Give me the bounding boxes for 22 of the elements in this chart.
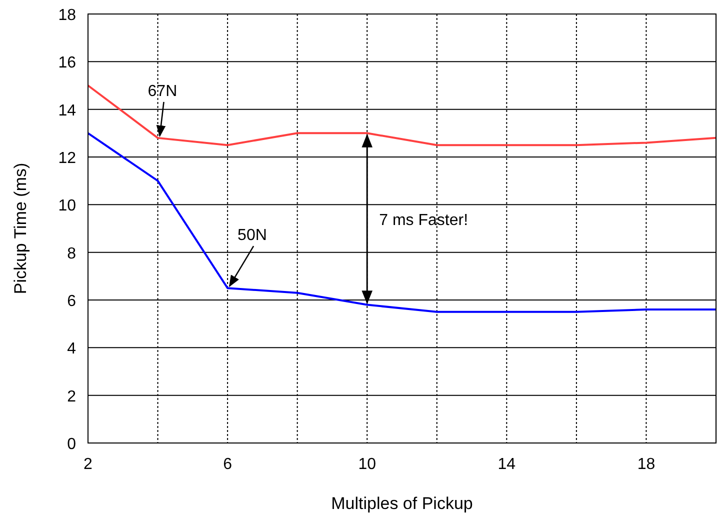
y-tick-label: 0 <box>67 436 76 453</box>
annotation: 67N <box>148 82 178 100</box>
x-tick-label: 14 <box>498 456 516 473</box>
y-tick-label: 8 <box>67 245 76 262</box>
y-tick-label: 6 <box>67 293 76 310</box>
annotation: 50N <box>238 227 267 244</box>
x-tick-label: 10 <box>358 456 376 473</box>
y-tick-label: 18 <box>58 7 76 24</box>
x-tick-label: 2 <box>84 456 93 473</box>
annotation: 7 ms Faster! <box>379 212 468 229</box>
line-series <box>87 84 717 146</box>
y-tick-label: 14 <box>58 102 76 120</box>
y-tick-label: 12 <box>58 150 76 167</box>
x-tick-label: 18 <box>637 456 656 473</box>
y-tick-label: 10 <box>58 198 76 215</box>
y-axis-title: Pickup Time (ms) <box>11 162 30 294</box>
y-tick-label: 2 <box>67 388 76 406</box>
x-axis-title: Multiples of Pickup <box>331 494 473 513</box>
x-tick-label: 6 <box>223 456 232 473</box>
y-tick-label: 4 <box>67 340 76 358</box>
line-series <box>87 132 717 313</box>
y-tick-label: 16 <box>58 54 76 72</box>
